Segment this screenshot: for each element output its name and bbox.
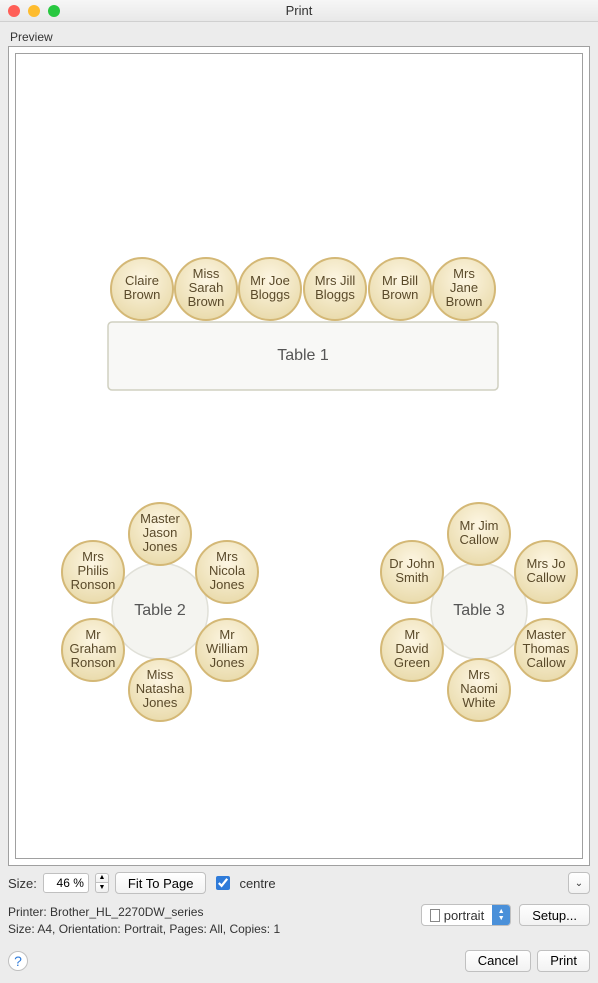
fit-to-page-button[interactable]: Fit To Page [115,872,207,894]
table-label: Table 3 [453,602,505,619]
seating-plan: Table 1 ClaireBrown MissSarahBrown Mr JoeBl… [16,54,582,858]
seat-label: Mr JimCallow [459,518,499,547]
title-bar: Print [0,0,598,22]
seat-label: Mrs JillBloggs [315,273,356,302]
help-button[interactable]: ? [8,951,28,971]
seat-label: ClaireBrown [124,273,161,302]
window-close-button[interactable] [8,5,20,17]
seat-label: Mr BillBrown [382,273,419,302]
printer-value: Brother_HL_2270DW_series [50,905,203,919]
help-icon: ? [14,953,22,969]
preview-frame: Table 1 ClaireBrown MissSarahBrown Mr JoeBl… [8,46,590,866]
window-zoom-button[interactable] [48,5,60,17]
chevron-down-icon: ⌄ [575,878,583,889]
printer-info: Printer: Brother_HL_2270DW_series Size: … [8,904,280,938]
size-step-down[interactable]: ▼ [95,883,109,893]
seat-label: MissSarahBrown [188,266,225,309]
seat-label: MasterJasonJones [140,511,180,554]
preview-page: Table 1 ClaireBrown MissSarahBrown Mr JoeBl… [15,53,583,859]
size-label: Size: [8,876,37,891]
seat-label: Mrs JoCallow [526,556,566,585]
preview-label: Preview [10,30,590,44]
table-label: Table 1 [277,347,329,364]
orientation-value: portrait [444,908,484,923]
window-minimize-button[interactable] [28,5,40,17]
select-arrows-icon: ▲▼ [492,905,510,925]
disclosure-toggle[interactable]: ⌄ [568,872,590,894]
seat-label: Dr JohnSmith [389,556,435,585]
print-button[interactable]: Print [537,950,590,972]
seat-label: Mr JoeBloggs [250,273,290,302]
size-input[interactable] [43,873,89,893]
centre-label: centre [239,876,275,891]
printer-label: Printer: [8,905,47,919]
window-title: Print [286,3,313,18]
portrait-icon [430,909,440,922]
seat-label: MasterThomasCallow [523,627,570,670]
setup-button[interactable]: Setup... [519,904,590,926]
orientation-select[interactable]: portrait ▲▼ [421,904,511,926]
centre-checkbox[interactable] [216,876,230,890]
cancel-button[interactable]: Cancel [465,950,531,972]
size-step-up[interactable]: ▲ [95,873,109,883]
page-size-value: A4, Orientation: Portrait, Pages: All, C… [37,922,280,936]
size-stepper[interactable]: ▲ ▼ [95,873,109,893]
table-label: Table 2 [134,602,186,619]
page-size-label: Size: [8,922,35,936]
